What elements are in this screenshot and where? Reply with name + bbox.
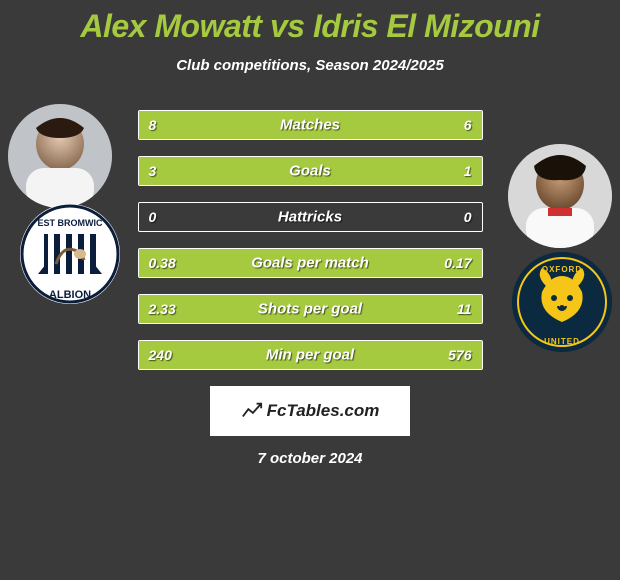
player-left-avatar [8,104,112,208]
crest-icon: EST BROMWIC ALBION [20,204,120,304]
stat-label: Matches [139,117,482,134]
avatar-placeholder-icon [508,144,612,248]
branding-box: FcTables.com [210,386,410,436]
page-title: Alex Mowatt vs Idris El Mizouni [0,8,620,45]
chart-icon [241,400,263,422]
club-right-crest: OXFORD UNITED [512,252,612,352]
stat-label: Min per goal [139,347,482,364]
branding-label: FcTables.com [267,401,380,421]
stat-row: 31Goals [138,156,483,186]
stat-row: 86Matches [138,110,483,140]
stat-row: 240576Min per goal [138,340,483,370]
svg-text:ALBION: ALBION [49,289,91,301]
club-left-crest: EST BROMWIC ALBION [20,204,120,304]
stat-label: Shots per goal [139,301,482,318]
stat-label: Hattricks [139,209,482,226]
stat-row: 00Hattricks [138,202,483,232]
stat-row: 2.3311Shots per goal [138,294,483,324]
stat-label: Goals [139,163,482,180]
player-right-avatar [508,144,612,248]
svg-text:EST BROMWIC: EST BROMWIC [38,218,103,228]
svg-text:UNITED: UNITED [544,337,580,346]
stat-row: 0.380.17Goals per match [138,248,483,278]
infographic-container: Alex Mowatt vs Idris El Mizouni Club com… [0,0,620,467]
date-label: 7 october 2024 [0,450,620,467]
stat-label: Goals per match [139,255,482,272]
subtitle: Club competitions, Season 2024/2025 [0,57,620,74]
svg-text:OXFORD: OXFORD [542,265,582,274]
avatar-placeholder-icon [8,104,112,208]
stats-bars: 86Matches 31Goals 00Hattricks 0.380.17Goals… [138,104,483,370]
main-area: EST BROMWIC ALBION OXFORD UNITED [0,104,620,467]
crest-icon: OXFORD UNITED [512,252,612,352]
